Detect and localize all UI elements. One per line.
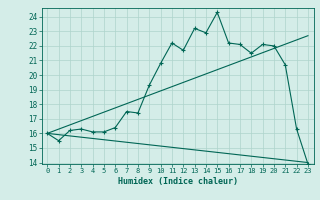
X-axis label: Humidex (Indice chaleur): Humidex (Indice chaleur) (118, 177, 237, 186)
